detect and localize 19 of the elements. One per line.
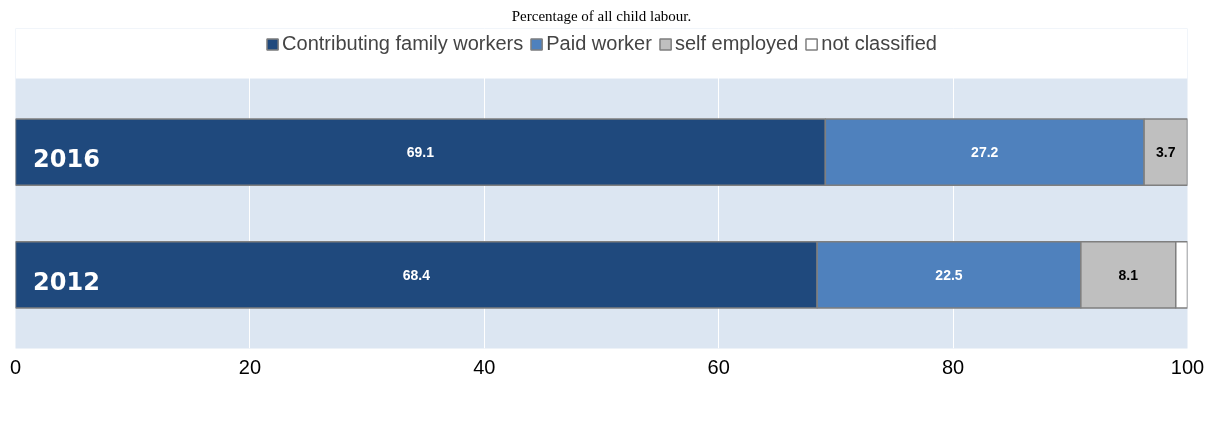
x-tick-label: 60 xyxy=(707,355,730,378)
x-tick-label: 80 xyxy=(941,355,965,378)
x-tick-label: 40 xyxy=(473,355,496,378)
data-label: 68.4 xyxy=(402,266,431,283)
y-tick-label: 2016 xyxy=(33,145,100,174)
data-label: 22.5 xyxy=(935,266,963,283)
legend-label: not classified xyxy=(821,32,937,55)
y-tick-label: 2012 xyxy=(33,268,100,296)
legend-label: Paid worker xyxy=(546,32,652,55)
legend-label: Contributing family workers xyxy=(282,32,524,55)
x-tick-label: 20 xyxy=(238,355,262,378)
legend-label: self employed xyxy=(674,32,799,55)
data-label: 27.2 xyxy=(971,144,999,161)
data-label: 3.7 xyxy=(1156,144,1176,161)
x-tick-label: 0 xyxy=(9,355,22,378)
chart-title: Percentage of all child labour. xyxy=(511,7,692,24)
data-label: 69.1 xyxy=(406,144,435,161)
x-tick-label: 100 xyxy=(1170,355,1205,378)
data-label: 8.1 xyxy=(1118,266,1139,283)
